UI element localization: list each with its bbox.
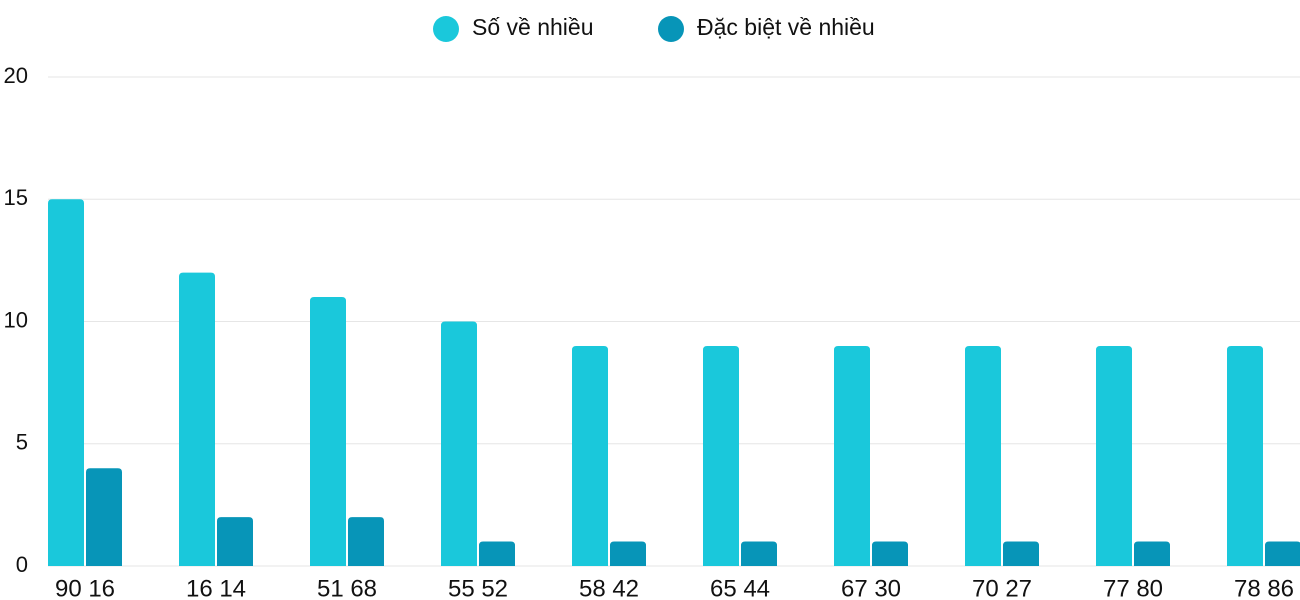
bar (834, 345, 870, 566)
bar (441, 321, 477, 566)
x-tick-label: 51 68 (317, 575, 377, 600)
bar (1265, 541, 1300, 566)
legend-marker (658, 16, 684, 42)
bar (179, 272, 215, 566)
bar (348, 517, 384, 566)
bar (872, 541, 908, 566)
y-tick-label: 10 (4, 307, 28, 332)
y-tick-label: 5 (16, 430, 28, 455)
bar (217, 517, 253, 566)
y-tick-label: 20 (4, 63, 28, 88)
bar (1134, 541, 1170, 566)
bar (48, 199, 84, 566)
x-tick-label: 55 52 (448, 575, 508, 600)
x-tick-label: 70 27 (972, 575, 1032, 600)
bar (741, 541, 777, 566)
bar (479, 541, 515, 566)
x-tick-label: 90 16 (55, 575, 115, 600)
x-tick-label: 16 14 (186, 575, 246, 600)
bar (965, 345, 1001, 566)
bar (572, 345, 608, 566)
bar (1003, 541, 1039, 566)
bar (86, 468, 122, 566)
legend-label: Đặc biệt về nhiều (697, 14, 875, 40)
y-tick-label: 0 (16, 552, 28, 577)
bar (310, 297, 346, 566)
x-tick-label: 65 44 (710, 575, 770, 600)
x-tick-label: 67 30 (841, 575, 901, 600)
x-tick-label: 78 86 (1234, 575, 1294, 600)
bar (1096, 345, 1132, 566)
x-tick-label: 77 80 (1103, 575, 1163, 600)
y-tick-label: 15 (4, 185, 28, 210)
bar (1227, 345, 1263, 566)
bar (610, 541, 646, 566)
legend-label: Số về nhiều (472, 14, 593, 40)
x-tick-label: 58 42 (579, 575, 639, 600)
bar (703, 345, 739, 566)
legend-marker (433, 16, 459, 42)
